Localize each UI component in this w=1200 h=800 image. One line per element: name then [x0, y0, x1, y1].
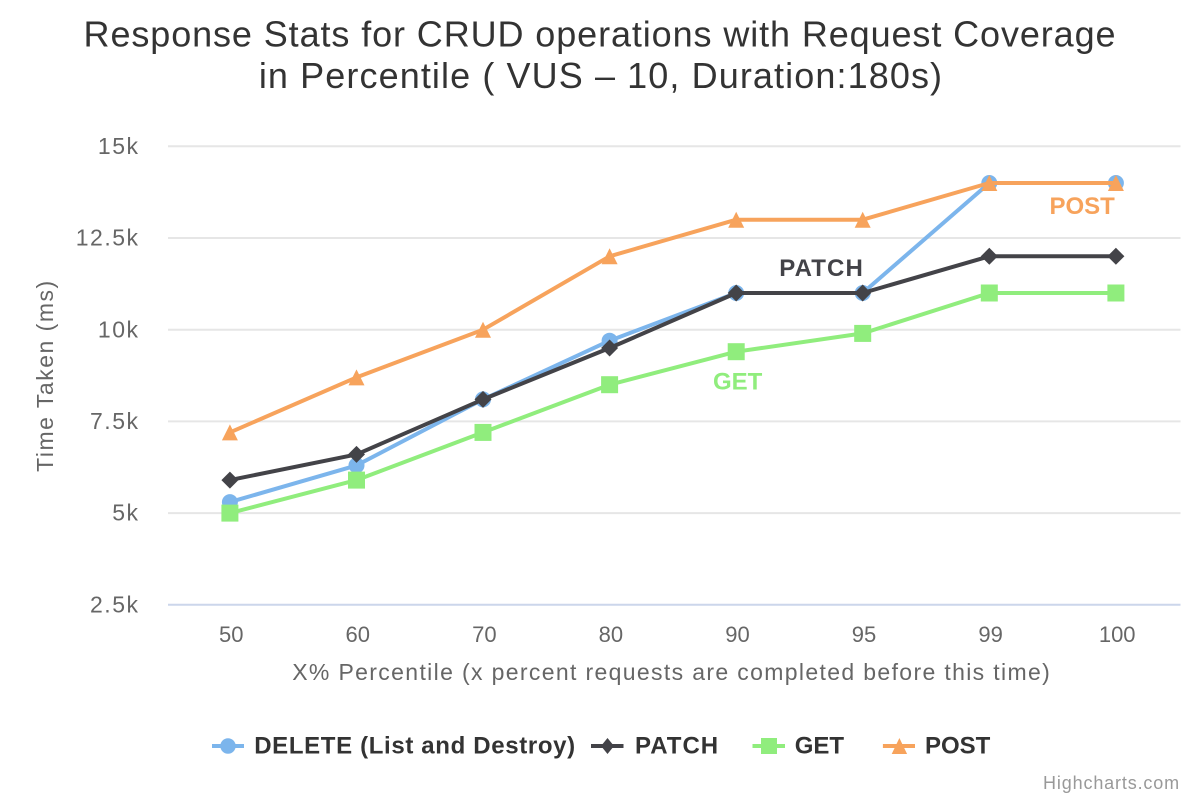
- svg-text:POST: POST: [1050, 193, 1116, 220]
- svg-text:GET: GET: [713, 369, 763, 396]
- svg-text:100: 100: [1099, 622, 1136, 647]
- svg-text:12.5k: 12.5k: [76, 225, 140, 251]
- svg-text:90: 90: [725, 622, 749, 647]
- svg-text:10k: 10k: [98, 316, 140, 342]
- svg-text:7.5k: 7.5k: [90, 408, 139, 434]
- svg-text:50: 50: [219, 622, 243, 647]
- svg-text:PATCH: PATCH: [779, 255, 864, 282]
- svg-text:95: 95: [852, 622, 876, 647]
- svg-text:X% Percentile (x percent reque: X% Percentile (x percent requests are co…: [292, 659, 1051, 685]
- svg-text:Highcharts.com: Highcharts.com: [1043, 773, 1180, 793]
- svg-text:POST: POST: [925, 733, 991, 760]
- svg-text:Time Taken (ms): Time Taken (ms): [32, 279, 58, 471]
- svg-text:99: 99: [978, 622, 1002, 647]
- svg-text:PATCH: PATCH: [635, 733, 719, 760]
- svg-text:Response Stats for CRUD operat: Response Stats for CRUD operations with …: [84, 14, 1117, 55]
- svg-text:60: 60: [346, 622, 370, 647]
- svg-text:5k: 5k: [112, 500, 139, 526]
- svg-text:2.5k: 2.5k: [90, 591, 139, 617]
- svg-text:GET: GET: [795, 733, 845, 760]
- svg-text:80: 80: [599, 622, 623, 647]
- svg-text:in Percentile ( VUS – 10, Dura: in Percentile ( VUS – 10, Duration:180s): [259, 55, 943, 96]
- svg-text:DELETE (List and Destroy): DELETE (List and Destroy): [254, 733, 576, 760]
- svg-text:15k: 15k: [98, 133, 140, 159]
- svg-text:70: 70: [472, 622, 496, 647]
